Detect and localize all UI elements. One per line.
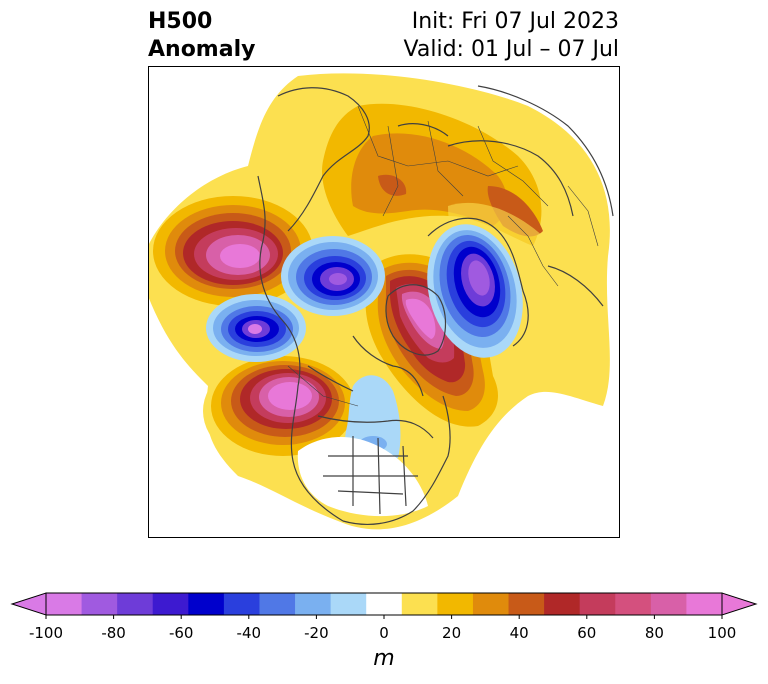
colorbar-tick-label: 80	[644, 624, 664, 642]
colorbar-tick-label: -60	[168, 624, 194, 642]
positive-anomaly-pacific	[203, 353, 363, 469]
colorbar-segment	[650, 593, 687, 615]
colorbar-segment	[686, 593, 723, 615]
colorbar-segment	[437, 593, 474, 615]
colorbar-segment	[152, 593, 189, 615]
colorbar-segment	[330, 593, 367, 615]
country-borders	[287, 105, 599, 407]
colorbar-tick-label: 0	[379, 624, 389, 642]
positive-anomaly-northwest	[153, 196, 313, 306]
negative-anomaly-northeast-pacific	[206, 294, 306, 362]
colorbar-segment	[223, 593, 260, 615]
colorbar-segment	[46, 593, 83, 615]
colorbar-tick-label: -20	[304, 624, 329, 642]
colorbar-tick-label: -80	[101, 624, 126, 642]
colorbar-tick-label: -100	[28, 624, 64, 642]
colorbar-segment	[295, 593, 332, 615]
map-title-right: Init: Fri 07 Jul 2023 Valid: 01 Jul – 07…	[404, 8, 619, 64]
map-title-left: H500 Anomaly	[148, 8, 255, 64]
colorbar-segment	[544, 593, 581, 615]
title-valid: Valid: 01 Jul – 07 Jul	[403, 37, 619, 62]
anomaly-map	[148, 66, 620, 538]
title-variable: H500	[148, 9, 213, 34]
title-init: Init: Fri 07 Jul 2023	[411, 9, 619, 34]
colorbar-tick-label: 20	[442, 624, 462, 642]
colorbar-tick-label: -40	[236, 624, 262, 642]
colorbar-segment	[401, 593, 438, 615]
colorbar-segment	[81, 593, 118, 615]
colorbar-segment	[117, 593, 154, 615]
colorbar-segment	[615, 593, 652, 615]
coastlines	[257, 85, 614, 526]
colorbar-segment	[472, 593, 510, 615]
colorbar	[10, 592, 758, 619]
negative-anomaly-alaska	[281, 236, 385, 316]
colorbar-segment	[188, 593, 225, 615]
colorbar-extend-min	[10, 592, 47, 616]
colorbar-unit-label: m	[373, 646, 395, 671]
colorbar-tick-label: 40	[509, 624, 529, 642]
colorbar-segment	[579, 593, 616, 615]
colorbar-extend-max	[721, 592, 758, 616]
colorbar-segment	[508, 593, 545, 615]
negative-anomaly-europe	[427, 224, 523, 358]
map-border	[148, 66, 620, 538]
colorbar-segment	[366, 593, 403, 615]
title-field: Anomaly	[148, 37, 256, 62]
colorbar-tick-label: 100	[707, 624, 737, 642]
colorbar-segment	[259, 593, 296, 615]
colorbar-tick-label: 60	[577, 624, 597, 642]
